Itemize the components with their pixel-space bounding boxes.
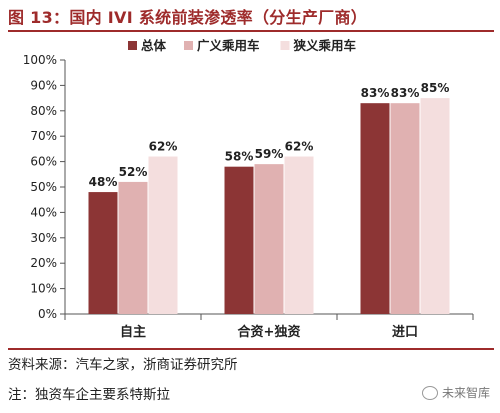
x-category-label: 进口 [392, 325, 418, 340]
source-note: 资料来源：汽车之家，浙商证券研究所 [8, 357, 238, 373]
legend-item: 总体 [128, 38, 167, 53]
legend-item: 广义乘用车 [184, 38, 260, 53]
y-tick-label: 20% [30, 256, 57, 270]
data-label: 58% [225, 150, 254, 164]
bar-chart: 总体 广义乘用车 狭义乘用车 0% 10% 20% 30% 40% 50% 60% 70% 80% 9… [23, 38, 474, 340]
footnote: 注：独资车企主要系特斯拉 [8, 387, 170, 403]
legend-swatch [280, 41, 290, 50]
y-tick-label: 60% [30, 155, 57, 169]
chart-bars [88, 98, 450, 315]
legend-label: 狭义乘用车 [293, 38, 357, 53]
watermark: 未来智库 [421, 384, 490, 401]
x-category-label: 合资+独资 [238, 324, 301, 340]
y-tick-label: 10% [30, 282, 57, 296]
y-tick-label: 50% [30, 180, 57, 194]
data-label: 83% [361, 86, 390, 100]
footer-divider [8, 348, 494, 350]
y-tick-label: 70% [30, 129, 57, 143]
watermark-text: 未来智库 [441, 386, 490, 400]
bar [284, 156, 314, 314]
chart-title: 图 13：国内 IVI 系统前装渗透率（分生产厂商） [8, 8, 368, 27]
bar [390, 103, 420, 315]
data-label: 59% [255, 147, 284, 161]
bar [88, 192, 118, 314]
wechat-icon [421, 385, 438, 400]
bar [224, 166, 254, 314]
legend-label: 广义乘用车 [197, 38, 260, 53]
legend-item: 狭义乘用车 [280, 38, 357, 53]
legend-swatch [184, 41, 193, 50]
y-tick-label: 30% [30, 231, 57, 245]
y-tick-label: 40% [30, 205, 57, 219]
data-label: 85% [421, 81, 450, 95]
chart-axes: 0% 10% 20% 30% 40% 50% 60% 70% 80% 90% 100% 自主 合资+独资… [23, 53, 474, 340]
bar [148, 156, 178, 314]
y-tick-label: 100% [23, 53, 57, 67]
bar [420, 98, 450, 314]
data-label: 48% [89, 175, 118, 189]
data-label: 62% [285, 140, 314, 154]
chart-legend: 总体 广义乘用车 狭义乘用车 [128, 38, 357, 53]
bar [118, 181, 148, 314]
x-category-label: 自主 [120, 324, 146, 340]
y-tick-label: 90% [30, 78, 57, 92]
title-divider [8, 30, 494, 32]
y-tick-label: 80% [30, 104, 57, 118]
data-label: 83% [391, 86, 420, 100]
chart-data-labels: 48%52%62%58% 59%62%83% 83% 85% [89, 81, 450, 189]
data-label: 62% [149, 140, 178, 154]
y-tick-label: 0% [38, 307, 57, 321]
data-label: 52% [119, 165, 148, 179]
legend-swatch [128, 41, 137, 50]
bar [360, 103, 390, 315]
legend-label: 总体 [141, 38, 167, 53]
bar [254, 164, 284, 314]
